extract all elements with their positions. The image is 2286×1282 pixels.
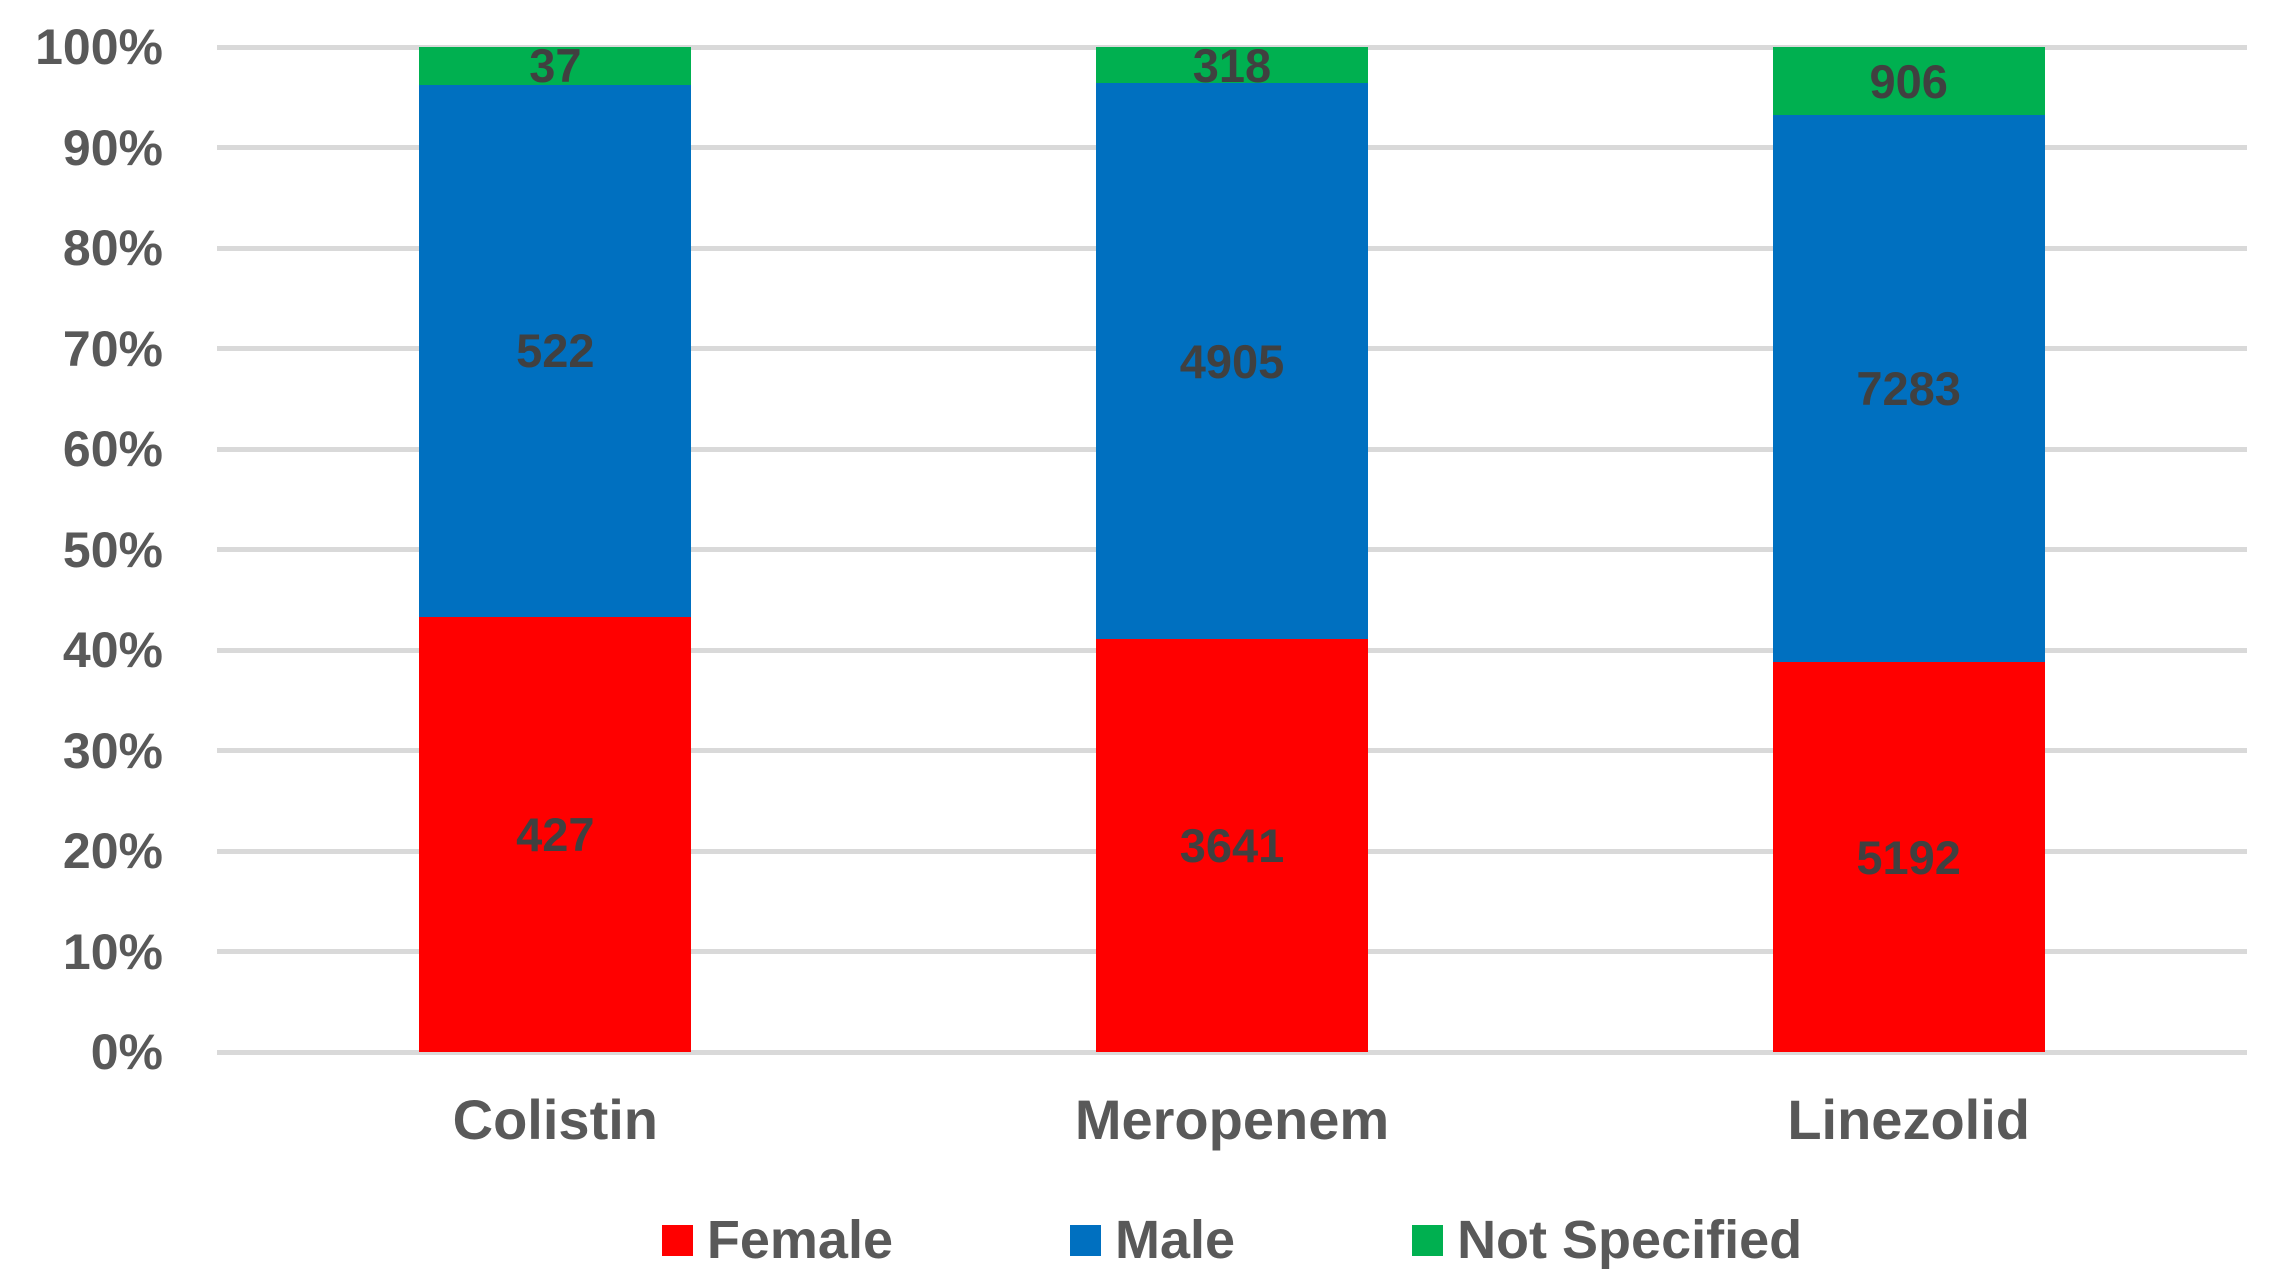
bar-segment-female: 5192 (1772, 662, 2045, 1052)
data-label: 906 (1869, 54, 1948, 108)
bar-segment-not-specified: 37 (419, 42, 692, 89)
legend: Female Male Not Specified (217, 1213, 2247, 1267)
y-axis-tick-label: 80% (62, 220, 163, 276)
legend-item-male: Male (1070, 1213, 1235, 1267)
data-label: 3641 (1179, 819, 1285, 873)
y-axis-tick-label: 20% (62, 823, 163, 879)
bar-segment-not-specified: 906 (1772, 47, 2045, 116)
legend-label: Male (1115, 1210, 1236, 1270)
bar-segment-female: 3641 (1096, 639, 1368, 1052)
data-label: 37 (529, 39, 582, 93)
bar-segment-male: 7283 (1772, 115, 2045, 663)
data-label: 522 (516, 324, 595, 378)
y-axis-tick-label: 10% (62, 923, 163, 980)
bar-segment-male: 4905 (1096, 83, 1368, 640)
y-axis-tick-label: 30% (62, 722, 163, 779)
x-axis-category-label: Meropenem (1074, 1088, 1390, 1151)
y-axis-tick-label: 60% (62, 421, 163, 477)
y-axis-tick-label: 40% (62, 622, 163, 678)
y-axis-tick-label: 70% (62, 320, 163, 377)
data-label: 7283 (1856, 362, 1961, 416)
data-label: 427 (516, 807, 595, 861)
bar-segment-male: 522 (419, 84, 692, 617)
legend-marker-female (661, 1224, 693, 1256)
y-axis-tick-label: 90% (62, 119, 163, 176)
y-axis-tick-label: 50% (62, 521, 163, 578)
y-axis-tick-label: 100% (35, 19, 163, 75)
data-label: 318 (1192, 38, 1272, 92)
bar-stack-colistin: 37 522 427 (419, 42, 692, 1052)
x-axis-category-label: Colistin (452, 1088, 658, 1151)
bar-segment-not-specified: 318 (1096, 42, 1368, 89)
gridline (217, 1049, 2247, 1055)
bars-layer: 37 522 427 318 4905 3641 906 7283 5192 (217, 42, 2247, 1052)
y-axis-tick-label: 0% (90, 1024, 163, 1080)
x-axis-category-label: Linezolid (1787, 1088, 2030, 1151)
legend-label: Female (706, 1210, 893, 1270)
data-label: 5192 (1856, 830, 1961, 884)
bar-stack-linezolid: 906 7283 5192 (1772, 47, 2045, 1052)
legend-item-female: Female (661, 1210, 893, 1270)
bar-stack-meropenem: 318 4905 3641 (1096, 42, 1368, 1052)
data-label: 4905 (1179, 334, 1285, 388)
legend-item-not-specified: Not Specified (1412, 1213, 1802, 1267)
legend-marker-male (1070, 1224, 1101, 1256)
legend-marker-not-specified (1412, 1224, 1444, 1256)
legend-label: Not Specified (1457, 1210, 1803, 1270)
bar-segment-female: 427 (419, 616, 692, 1052)
